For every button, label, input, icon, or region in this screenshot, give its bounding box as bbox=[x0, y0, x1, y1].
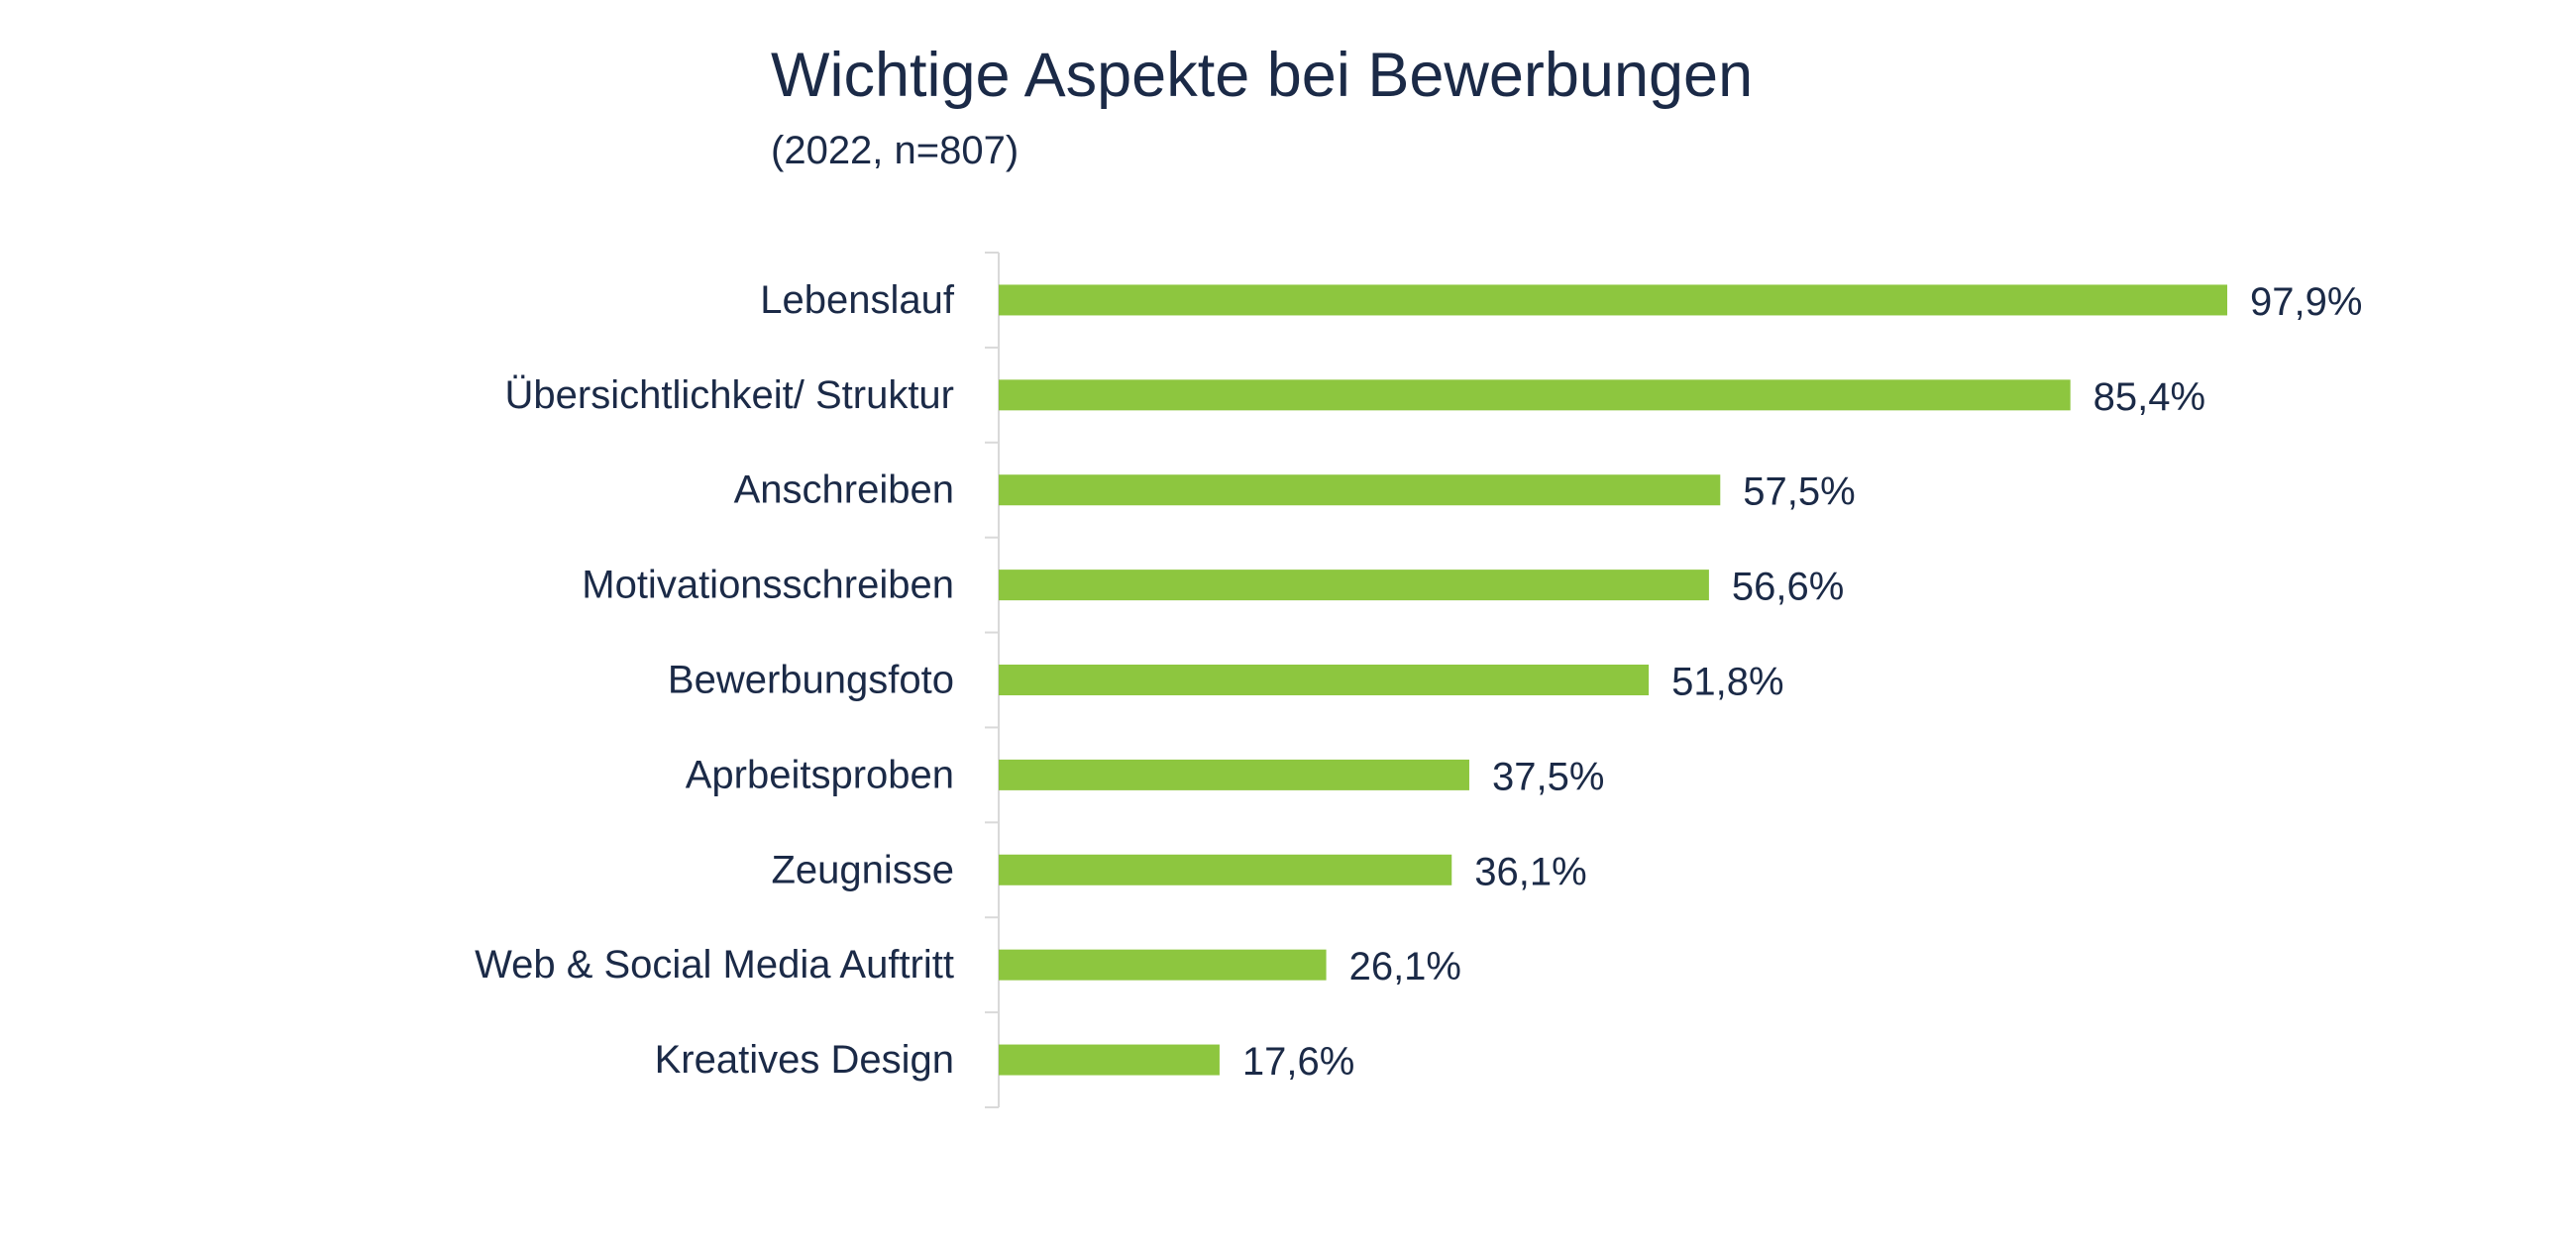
category-label: Kreatives Design bbox=[655, 1038, 954, 1082]
axis-ticks bbox=[985, 252, 999, 1108]
bar bbox=[999, 949, 1327, 981]
bar-group bbox=[999, 284, 2227, 1076]
chart-title: Wichtige Aspekte bei Bewerbungen bbox=[771, 41, 1753, 110]
bar bbox=[999, 854, 1452, 885]
bar bbox=[999, 474, 1721, 506]
bar bbox=[999, 665, 1650, 695]
bar bbox=[999, 759, 1469, 790]
data-label: 56,6% bbox=[1732, 566, 1844, 609]
data-label: 85,4% bbox=[2093, 375, 2205, 419]
category-label: Zeugnisse bbox=[771, 848, 954, 891]
data-label: 37,5% bbox=[1492, 755, 1604, 798]
data-label: 26,1% bbox=[1349, 945, 1461, 988]
category-label: Motivationsschreiben bbox=[582, 564, 954, 607]
category-label: Bewerbungsfoto bbox=[668, 659, 954, 702]
bar bbox=[999, 570, 1709, 601]
data-label: 17,6% bbox=[1242, 1040, 1354, 1084]
bar bbox=[999, 1044, 1220, 1076]
category-label: Lebenslauf bbox=[760, 278, 955, 322]
data-label: 97,9% bbox=[2250, 280, 2362, 324]
data-label: 51,8% bbox=[1671, 661, 1783, 704]
bar bbox=[999, 379, 2071, 411]
data-label: 57,5% bbox=[1743, 470, 1855, 514]
value-labels: 97,9% 85,4% 57,5% 56,6% 51,8% 37,5% 36,1% 26,1%… bbox=[1242, 280, 2363, 1084]
chart-subtitle: (2022, n=807) bbox=[771, 129, 1019, 172]
category-labels: Lebenslauf Übersichtlichkeit/ Struktur Ans… bbox=[475, 278, 955, 1082]
category-label: Aprbeitsproben bbox=[686, 753, 954, 796]
category-label: Anschreiben bbox=[734, 468, 954, 512]
bar bbox=[999, 284, 2227, 316]
category-label: Übersichtlichkeit/ Struktur bbox=[505, 373, 954, 417]
data-label: 36,1% bbox=[1474, 850, 1586, 893]
category-label: Web & Social Media Auftritt bbox=[475, 943, 954, 987]
